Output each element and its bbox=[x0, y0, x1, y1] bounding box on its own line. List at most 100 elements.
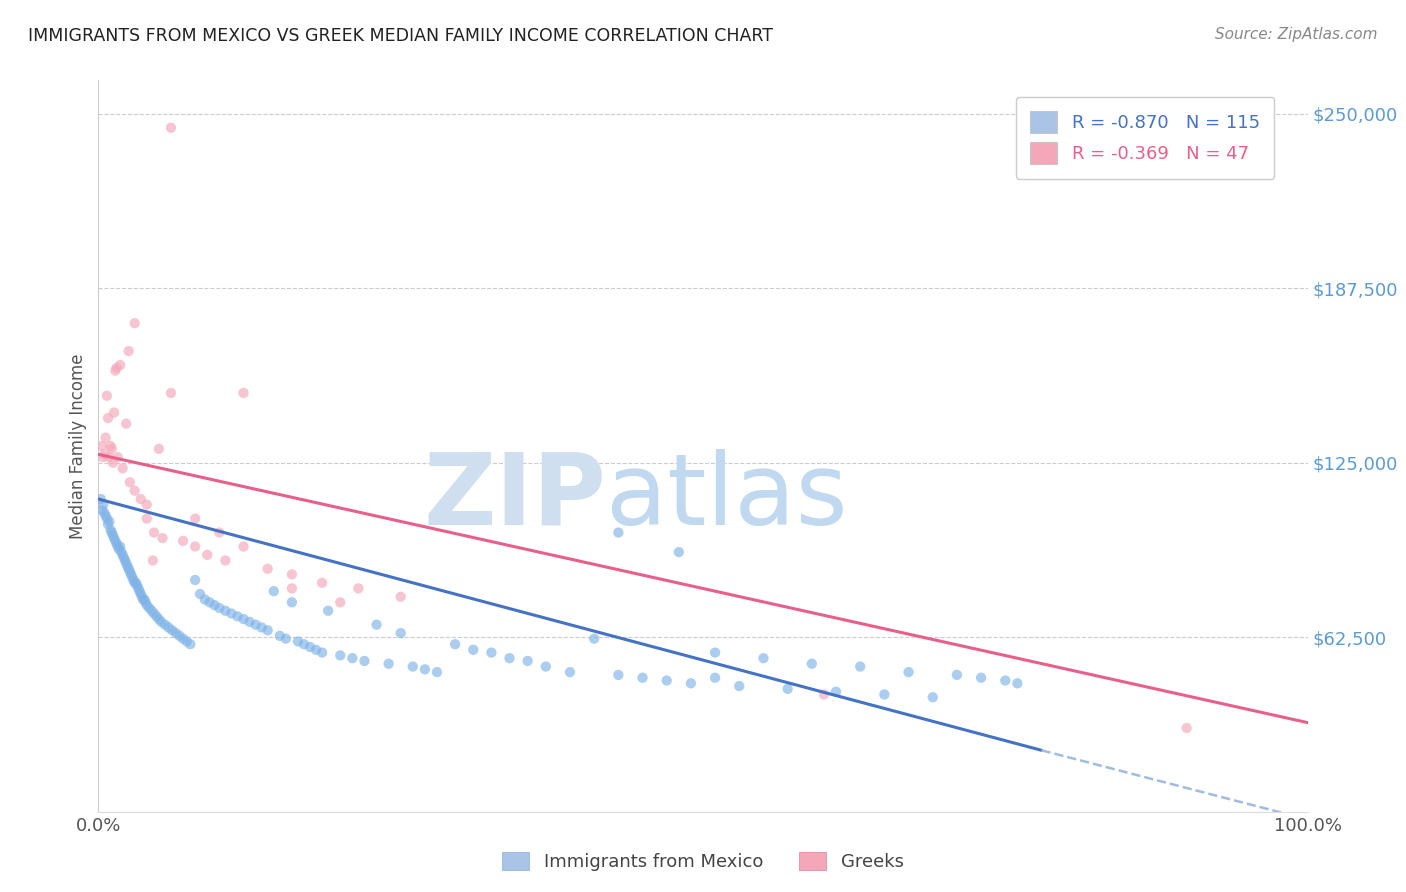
Point bbox=[105, 537, 128, 551]
Point bbox=[100, 523, 122, 537]
Point bbox=[208, 525, 231, 540]
Point bbox=[120, 567, 142, 582]
Point bbox=[96, 389, 118, 403]
Point bbox=[444, 637, 467, 651]
Point bbox=[921, 690, 943, 705]
Point bbox=[157, 620, 180, 634]
Point bbox=[184, 573, 207, 587]
Point bbox=[169, 629, 191, 643]
Point bbox=[135, 598, 157, 612]
Point bbox=[115, 556, 138, 570]
Point bbox=[305, 642, 328, 657]
Point bbox=[107, 450, 129, 465]
Point bbox=[91, 498, 114, 512]
Point bbox=[281, 582, 304, 596]
Point bbox=[129, 491, 152, 506]
Point bbox=[97, 517, 120, 532]
Text: atlas: atlas bbox=[606, 449, 848, 546]
Point bbox=[413, 662, 436, 676]
Point bbox=[558, 665, 581, 680]
Point bbox=[897, 665, 920, 680]
Point bbox=[256, 624, 278, 638]
Point bbox=[668, 545, 690, 559]
Point bbox=[118, 344, 141, 359]
Point bbox=[287, 634, 309, 648]
Point bbox=[184, 540, 207, 554]
Point bbox=[105, 360, 128, 375]
Point bbox=[94, 431, 117, 445]
Point bbox=[96, 511, 118, 525]
Point bbox=[160, 120, 183, 135]
Point bbox=[311, 646, 333, 660]
Point bbox=[188, 587, 211, 601]
Point bbox=[124, 316, 146, 330]
Point bbox=[143, 525, 166, 540]
Text: ZIP: ZIP bbox=[423, 449, 606, 546]
Point bbox=[127, 578, 149, 592]
Point bbox=[143, 607, 166, 621]
Point bbox=[263, 584, 285, 599]
Point bbox=[135, 595, 157, 609]
Point bbox=[97, 411, 120, 425]
Point bbox=[111, 548, 134, 562]
Point bbox=[377, 657, 399, 671]
Point bbox=[90, 491, 112, 506]
Point bbox=[98, 450, 121, 465]
Point bbox=[232, 612, 254, 626]
Point bbox=[292, 637, 315, 651]
Point bbox=[172, 632, 194, 646]
Point bbox=[127, 582, 149, 596]
Point bbox=[607, 525, 630, 540]
Point bbox=[125, 575, 148, 590]
Point bbox=[353, 654, 375, 668]
Point bbox=[402, 659, 425, 673]
Point bbox=[239, 615, 262, 629]
Point bbox=[124, 483, 146, 498]
Point bbox=[117, 559, 139, 574]
Point bbox=[752, 651, 775, 665]
Point bbox=[195, 548, 218, 562]
Point bbox=[176, 634, 198, 648]
Point bbox=[160, 624, 183, 638]
Point bbox=[813, 688, 835, 702]
Point bbox=[655, 673, 678, 688]
Point bbox=[93, 447, 115, 461]
Point bbox=[100, 439, 122, 453]
Text: IMMIGRANTS FROM MEXICO VS GREEK MEDIAN FAMILY INCOME CORRELATION CHART: IMMIGRANTS FROM MEXICO VS GREEK MEDIAN F… bbox=[28, 27, 773, 45]
Point bbox=[91, 503, 114, 517]
Point bbox=[311, 575, 333, 590]
Point bbox=[118, 565, 141, 579]
Point bbox=[138, 601, 160, 615]
Point bbox=[184, 511, 207, 525]
Point bbox=[631, 671, 654, 685]
Point bbox=[198, 595, 221, 609]
Point bbox=[172, 533, 194, 548]
Point bbox=[108, 542, 131, 557]
Point bbox=[121, 570, 143, 584]
Point bbox=[342, 651, 364, 665]
Point bbox=[281, 595, 304, 609]
Point bbox=[994, 673, 1017, 688]
Point bbox=[825, 684, 848, 698]
Point bbox=[250, 620, 273, 634]
Point bbox=[104, 363, 127, 377]
Point bbox=[329, 648, 352, 663]
Point bbox=[114, 553, 136, 567]
Point bbox=[150, 615, 173, 629]
Point bbox=[131, 590, 153, 604]
Point bbox=[607, 668, 630, 682]
Point bbox=[256, 562, 278, 576]
Point bbox=[299, 640, 322, 654]
Y-axis label: Median Family Income: Median Family Income bbox=[69, 353, 87, 539]
Point bbox=[679, 676, 702, 690]
Point bbox=[704, 671, 727, 685]
Point bbox=[366, 617, 388, 632]
Point bbox=[481, 646, 503, 660]
Point bbox=[214, 553, 236, 567]
Point bbox=[316, 604, 339, 618]
Point bbox=[108, 540, 131, 554]
Point bbox=[128, 584, 150, 599]
Point bbox=[463, 642, 485, 657]
Point bbox=[135, 511, 157, 525]
Point bbox=[118, 562, 141, 576]
